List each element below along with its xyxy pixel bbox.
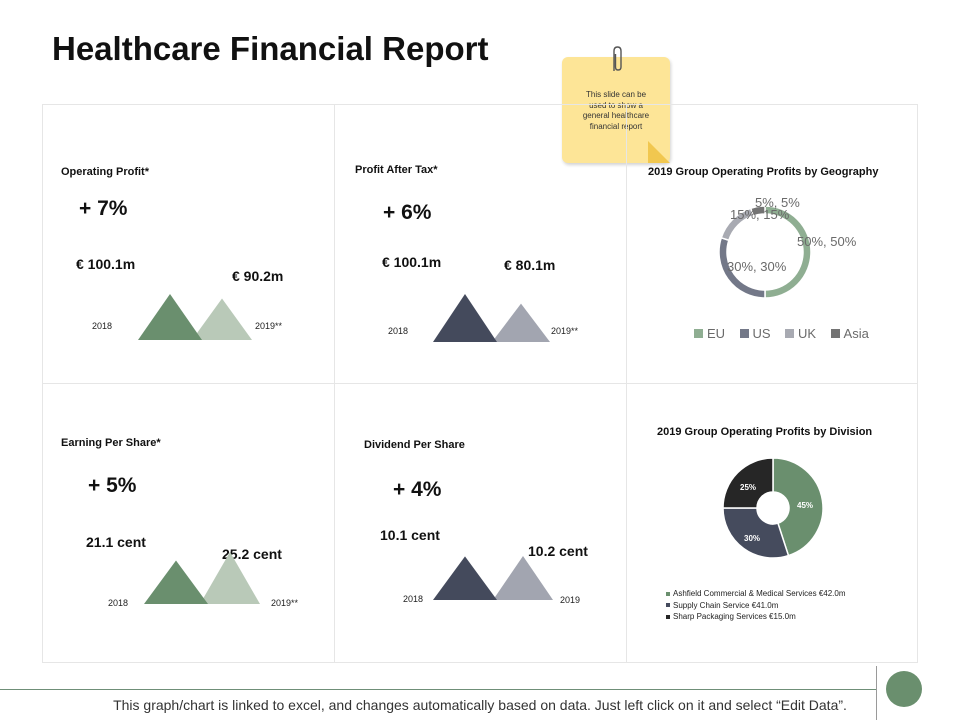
- geography-label-us-1: 30%, 30%: [727, 259, 787, 274]
- profit-after-tax-value-2018: € 100.1m: [382, 254, 442, 270]
- division-legend-item-sharp: Sharp Packaging Services €15.0m: [666, 611, 846, 623]
- legend-swatch-us: [739, 329, 749, 338]
- footer-note: This graph/chart is linked to excel, and…: [113, 697, 847, 713]
- grid-col-divider-1: [334, 104, 335, 663]
- division-legend: Ashfield Commercial & Medical Services €…: [666, 588, 846, 623]
- legend-item-uk: UK: [785, 326, 816, 341]
- operating-profit-triangle-chart: [138, 294, 252, 340]
- dividend-per-share-value-2019: 10.2 cent: [528, 543, 588, 559]
- legend-swatch-asia: [830, 329, 840, 338]
- sticky-note: This slide can be used to show a general…: [562, 57, 670, 163]
- earning-per-share-value-2019: 25.2 cent: [222, 546, 282, 562]
- operating-profit-value-2018: € 100.1m: [76, 256, 136, 272]
- dividend-per-share-change: + 4%: [393, 478, 442, 501]
- geography-slices: [718, 205, 812, 299]
- geography-label-eu-1: 50%, 50%: [797, 234, 857, 249]
- earning-per-share-change: + 5%: [88, 474, 137, 497]
- grid-top-border: [42, 104, 918, 105]
- geography-label-asia-1: 5%, 5%: [755, 195, 800, 210]
- profit-after-tax-value-2019: € 80.1m: [504, 257, 556, 273]
- profit-after-tax-change: + 6%: [383, 201, 432, 224]
- geography-donut-chart: 50%, 50% 30%, 30% 15%, 15% 5%, 5%: [718, 195, 857, 299]
- geography-label-uk-1: 15%, 15%: [730, 207, 790, 222]
- dividend-per-share-triangle-chart: [433, 556, 553, 600]
- operating-profit-year-2018: 2018: [92, 321, 113, 331]
- earning-per-share-year-2019: 2019**: [271, 598, 299, 608]
- legend-item-asia: Asia: [830, 326, 869, 341]
- paperclip-icon: [613, 46, 622, 71]
- footer-vertical-divider: [876, 666, 877, 720]
- operating-profit-bar-2019: [192, 298, 252, 340]
- dividend-per-share-title: Dividend Per Share: [364, 439, 465, 451]
- legend-item-eu: EU: [694, 326, 725, 341]
- division-legend-swatch-sharp: [666, 614, 670, 619]
- operating-profit-bar-2018: [138, 294, 202, 340]
- dividend-per-share-value-2018: 10.1 cent: [380, 527, 440, 543]
- operating-profit-change: + 7%: [79, 197, 128, 220]
- division-slice-ashfield: [772, 457, 824, 557]
- division-legend-swatch-supply-chain: [666, 603, 670, 608]
- geography-chart-title: 2019 Group Operating Profits by Geograph…: [648, 166, 879, 178]
- profit-after-tax-triangle-chart: [433, 294, 550, 342]
- profit-after-tax-bar-2019: [492, 303, 550, 342]
- dividend-per-share-bar-2019: [493, 556, 553, 600]
- legend-label-us: US: [752, 326, 771, 341]
- grid-right-border: [917, 104, 918, 663]
- earning-per-share-value-2018: 21.1 cent: [86, 534, 146, 550]
- sticky-note-text: This slide can be used to show a general…: [582, 90, 650, 131]
- division-legend-label-sharp: Sharp Packaging Services €15.0m: [673, 612, 796, 621]
- earning-per-share-triangle-chart: [144, 552, 260, 604]
- division-legend-item-supply-chain: Supply Chain Service €41.0m: [666, 600, 846, 612]
- division-legend-label-ashfield: Ashfield Commercial & Medical Services €…: [673, 589, 846, 598]
- division-label-supply-chain: 30%: [744, 534, 760, 543]
- operating-profit-title: Operating Profit*: [61, 166, 150, 178]
- earning-per-share-title: Earning Per Share*: [61, 437, 161, 449]
- profit-after-tax-year-2019: 2019**: [551, 326, 579, 336]
- grid-middle-border: [42, 383, 918, 384]
- grid-bottom-border: [42, 662, 918, 663]
- dividend-per-share-bar-2018: [433, 556, 497, 600]
- division-label-ashfield: 45%: [797, 501, 813, 510]
- earning-per-share-bar-2018: [144, 560, 208, 604]
- earning-per-share-year-2018: 2018: [108, 598, 129, 608]
- grid-col-divider-2: [626, 104, 627, 663]
- division-chart-title: 2019 Group Operating Profits by Division: [657, 426, 873, 438]
- legend-item-us: US: [739, 326, 771, 341]
- operating-profit-year-2019: 2019**: [255, 321, 283, 331]
- footer-divider: [0, 689, 876, 690]
- legend-label-asia: Asia: [843, 326, 869, 341]
- profit-after-tax-title: Profit After Tax*: [355, 164, 438, 176]
- division-donut-chart: 45% 30% 25%: [722, 457, 824, 559]
- grid-left-border: [42, 104, 43, 663]
- division-label-sharp: 25%: [740, 483, 756, 492]
- legend-label-eu: EU: [707, 326, 726, 341]
- division-legend-item-ashfield: Ashfield Commercial & Medical Services €…: [666, 588, 846, 600]
- page-title: Healthcare Financial Report: [52, 30, 489, 67]
- dividend-per-share-year-2018: 2018: [403, 594, 424, 604]
- earning-per-share-bar-2019: [200, 552, 260, 604]
- sticky-note-fold: [648, 141, 670, 163]
- division-slice-sharp: [722, 457, 774, 509]
- operating-profit-value-2019: € 90.2m: [232, 268, 284, 284]
- profit-after-tax-bar-2018: [433, 294, 497, 342]
- footer-circle-icon: [886, 671, 922, 707]
- legend-swatch-uk: [785, 329, 795, 338]
- division-slice-supply-chain: [722, 507, 790, 559]
- division-slices: [722, 457, 824, 559]
- legend-label-uk: UK: [798, 326, 817, 341]
- profit-after-tax-year-2018: 2018: [388, 326, 409, 336]
- division-legend-label-supply-chain: Supply Chain Service €41.0m: [673, 600, 779, 610]
- division-legend-swatch-ashfield: [666, 591, 670, 596]
- dividend-per-share-year-2019: 2019: [560, 595, 581, 605]
- geography-slice-asia: [749, 205, 766, 217]
- geography-legend: EU US UK Asia: [694, 325, 879, 343]
- legend-swatch-eu: [694, 329, 703, 338]
